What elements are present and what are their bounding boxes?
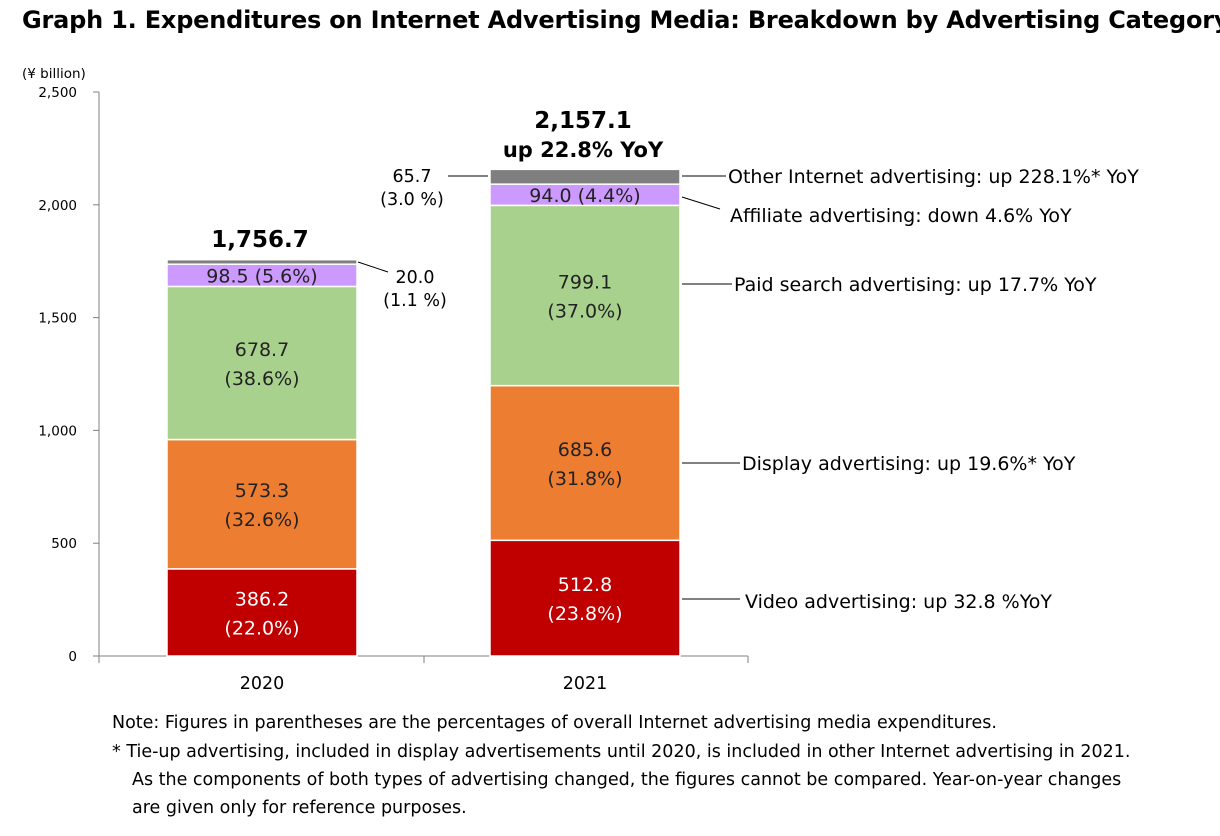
annotation-other: Other Internet advertising: up 228.1%* Y… <box>728 166 1139 188</box>
data-label-video-2020: 386.2 <box>235 588 289 610</box>
data-label-pct-video-2021: (23.8%) <box>547 603 622 625</box>
y-axis-label: (¥ billion) <box>22 66 86 82</box>
annotation-paid-search: Paid search advertising: up 17.7% YoY <box>734 274 1097 296</box>
data-label-pct-display-2020: (32.6%) <box>224 509 299 531</box>
note-reference: are given only for reference purposes. <box>132 798 467 818</box>
data-label-pct-other-2020: (1.1 %) <box>383 291 447 311</box>
bar-segment-other-2020 <box>166 258 358 265</box>
data-label-pct-display-2021: (31.8%) <box>547 468 622 490</box>
data-label-other-2020: 20.0 <box>396 268 435 288</box>
total-label-2021: 2,157.1 <box>534 108 632 134</box>
bar-segment-video-2021 <box>489 539 681 657</box>
data-label-pct-paid-search-2020: (38.6%) <box>224 368 299 390</box>
annotation-display: Display advertising: up 19.6%* YoY <box>742 453 1076 475</box>
annotation-video: Video advertising: up 32.8 %YoY <box>745 591 1052 613</box>
y-tick-label: 1,000 <box>38 423 77 439</box>
data-label-paid-search-2020: 678.7 <box>235 339 289 361</box>
note-percentages: Note: Figures in parentheses are the per… <box>112 713 997 733</box>
leader-line-other-2020 <box>357 261 389 273</box>
total-sublabel-2021: up 22.8% YoY <box>503 138 664 162</box>
data-label-other-2021: 65.7 <box>393 167 432 187</box>
data-label-pct-other-2021: (3.0 %) <box>380 190 444 210</box>
annotation-affiliate: Affiliate advertising: down 4.6% YoY <box>730 205 1072 227</box>
data-label-affiliate-2021: 94.0 (4.4%) <box>529 185 640 207</box>
y-tick-label: 500 <box>51 536 77 552</box>
bar-segment-other-2021 <box>489 168 681 185</box>
data-label-affiliate-2020: 98.5 (5.6%) <box>206 265 317 287</box>
annotation-leader-affiliate <box>681 196 721 210</box>
y-tick-label: 1,500 <box>38 311 77 327</box>
data-label-display-2021: 685.6 <box>558 439 612 461</box>
note-tie-up: * Tie-up advertising, included in displa… <box>112 742 1131 762</box>
x-tick-label: 2021 <box>563 674 608 694</box>
note-comparison: As the components of both types of adver… <box>132 770 1122 790</box>
data-label-pct-paid-search-2021: (37.0%) <box>547 301 622 323</box>
data-label-pct-video-2020: (22.0%) <box>224 617 299 639</box>
y-tick-label: 0 <box>68 649 77 665</box>
data-label-video-2021: 512.8 <box>558 574 612 596</box>
y-tick-label: 2,000 <box>38 198 77 214</box>
data-label-display-2020: 573.3 <box>235 480 289 502</box>
x-tick-label: 2020 <box>240 674 285 694</box>
chart-title: Graph 1. Expenditures on Internet Advert… <box>22 6 1220 34</box>
bar-segment-paid-search-2020 <box>166 285 358 441</box>
total-label-2020: 1,756.7 <box>211 227 309 253</box>
y-tick-label: 2,500 <box>38 85 77 101</box>
bar-segment-display-2021 <box>489 384 681 542</box>
bar-segment-paid-search-2021 <box>489 204 681 387</box>
bar-segment-video-2020 <box>166 568 358 657</box>
bar-segment-display-2020 <box>166 438 358 570</box>
data-label-paid-search-2021: 799.1 <box>558 272 612 294</box>
stacked-bar-chart: (¥ billion) 0 500 1,000 1,500 2,000 2,500 2020 3… <box>22 66 1139 694</box>
